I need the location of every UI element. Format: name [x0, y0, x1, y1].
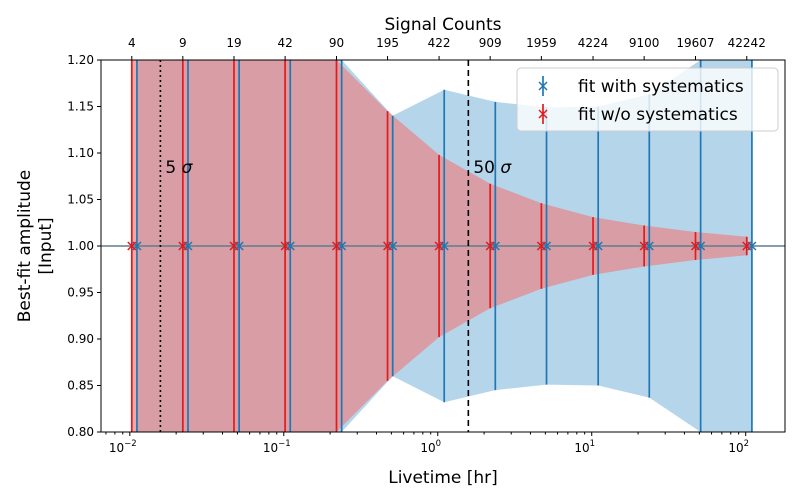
- y-axis-label-line1: Best-fit amplitude: [15, 170, 35, 322]
- ytick-label-7: 1.15: [67, 100, 94, 114]
- marker-nosys-11: [690, 241, 701, 251]
- top-tick-label-11: 19607: [676, 36, 714, 50]
- legend-label-0: fit with systematics: [578, 77, 744, 97]
- top-tick-label-2: 19: [226, 36, 241, 50]
- top-tick-label-6: 422: [428, 36, 451, 50]
- xtick-label-4: 102: [728, 439, 749, 455]
- marker-nosys-5: [383, 241, 393, 251]
- xtick-base-2: 10: [420, 441, 435, 455]
- sigma-label-1: 5 σ: [165, 158, 193, 178]
- top-tick-label-0: 4: [128, 36, 136, 50]
- xtick-label-2: 100: [420, 439, 441, 455]
- xtick-base-0: 10: [109, 441, 124, 455]
- top-tick-label-4: 90: [329, 36, 344, 50]
- marker-nosys-9: [588, 241, 598, 251]
- legend-marker-1: [538, 109, 548, 119]
- sigma-label-symbol-1: σ: [182, 158, 194, 178]
- ytick-label-5: 1.05: [67, 193, 94, 207]
- x-axis-label: Livetime [hr]: [388, 468, 498, 488]
- xtick-exp-2: 0: [436, 439, 441, 449]
- ytick-label-3: 0.95: [67, 286, 94, 300]
- marker-nosys-1: [178, 241, 188, 251]
- xtick-exp-4: 2: [744, 439, 749, 449]
- sigma-label-symbol-2: σ: [500, 158, 512, 178]
- top-tick-label-5: 195: [376, 36, 399, 50]
- top-tick-label-8: 1959: [526, 36, 557, 50]
- marker-nosys-4: [331, 241, 342, 251]
- top-tick-label-10: 9100: [629, 36, 660, 50]
- marker-nosys-6: [434, 241, 444, 251]
- xtick-exp-0: −2: [124, 439, 137, 449]
- sigma-label-value-2: 50: [473, 158, 500, 178]
- ytick-label-1: 0.85: [67, 379, 94, 393]
- marker-nosys-3: [280, 241, 290, 251]
- marker-nosys-8: [536, 241, 546, 251]
- ytick-label-6: 1.10: [67, 146, 94, 160]
- xtick-exp-3: 1: [590, 439, 595, 449]
- top-tick-label-1: 9: [179, 36, 187, 50]
- xtick-base-4: 10: [728, 441, 743, 455]
- xtick-base-3: 10: [574, 441, 589, 455]
- top-tick-label-3: 42: [277, 36, 292, 50]
- marker-nosys-0: [127, 241, 137, 251]
- legend-label-1: fit w/o systematics: [578, 105, 738, 125]
- xtick-label-1: 10−1: [263, 439, 291, 455]
- sigma-label-value-1: 5: [165, 158, 181, 178]
- ytick-label-0: 0.80: [67, 425, 94, 439]
- xtick-base-1: 10: [263, 441, 278, 455]
- xtick-label-0: 10−2: [109, 439, 137, 455]
- top-axis-label: Signal Counts: [385, 15, 502, 35]
- top-tick-label-7: 909: [479, 36, 502, 50]
- xtick-exp-1: −1: [278, 439, 291, 449]
- y-axis-label-line2: [Input]: [36, 217, 56, 274]
- ytick-label-4: 1.00: [67, 239, 94, 253]
- marker-nosys-12: [742, 241, 752, 251]
- legend: fit with systematics fit w/o systematics: [516, 67, 779, 132]
- legend-box: [516, 67, 779, 132]
- ytick-label-8: 1.20: [67, 53, 94, 67]
- sigma-label-2: 50 σ: [473, 158, 512, 178]
- marker-nosys-10: [639, 241, 649, 251]
- marker-nosys-7: [485, 241, 495, 251]
- ytick-label-2: 0.90: [67, 332, 94, 346]
- marker-nosys-2: [229, 241, 239, 251]
- xtick-label-3: 101: [574, 439, 595, 455]
- legend-marker-0: [538, 81, 548, 91]
- top-tick-label-9: 4224: [578, 36, 609, 50]
- top-tick-label-12: 42242: [728, 36, 766, 50]
